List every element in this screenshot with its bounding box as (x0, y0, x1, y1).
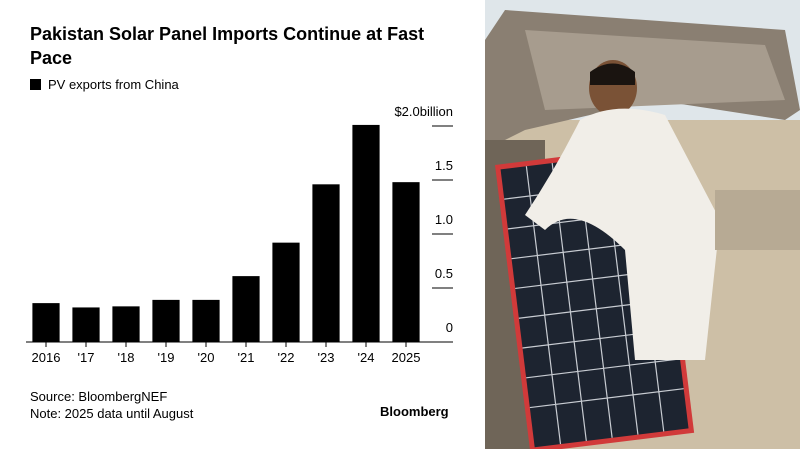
x-tick-label: '17 (78, 350, 95, 365)
plot: 0 0.5 1.0 1.5 $2.0billion 2016 '17 '18 '19 '20 '21… (26, 104, 453, 365)
x-tick-label: '20 (198, 350, 215, 365)
x-tick-label: '21 (238, 350, 255, 365)
bar (72, 307, 100, 342)
bar (232, 276, 260, 342)
chart-title: Pakistan Solar Panel Imports Continue at… (30, 24, 425, 68)
legend: PV exports from China (30, 77, 179, 92)
source: Source: BloombergNEF (30, 389, 168, 404)
x-tick-label: '18 (118, 350, 135, 365)
photo (485, 0, 800, 449)
y-tick-label: 0.5 (435, 266, 453, 281)
bar (392, 182, 420, 342)
bar (112, 306, 140, 342)
hair (590, 63, 635, 85)
x-tick-label: 2016 (32, 350, 61, 365)
shirt (525, 108, 720, 360)
y-tick-label: 1.5 (435, 158, 453, 173)
bar (312, 184, 340, 342)
x-tick-label: '23 (318, 350, 335, 365)
note: Note: 2025 data until August (30, 406, 194, 421)
x-tick-label: '24 (358, 350, 375, 365)
y-tick-label: $2.0billion (394, 104, 453, 119)
bar (272, 242, 300, 342)
legend-swatch (30, 79, 41, 90)
x-tick-label: 2025 (392, 350, 421, 365)
bar (352, 124, 380, 342)
brand: Bloomberg (380, 404, 449, 419)
legend-label: PV exports from China (48, 77, 179, 92)
bar (32, 303, 60, 342)
bar (192, 299, 220, 342)
y-tick-label: 1.0 (435, 212, 453, 227)
x-tick-label: '19 (158, 350, 175, 365)
background-object (715, 190, 800, 250)
y-tick-label: 0 (446, 320, 453, 335)
bar (152, 299, 180, 342)
x-tick-label: '22 (278, 350, 295, 365)
